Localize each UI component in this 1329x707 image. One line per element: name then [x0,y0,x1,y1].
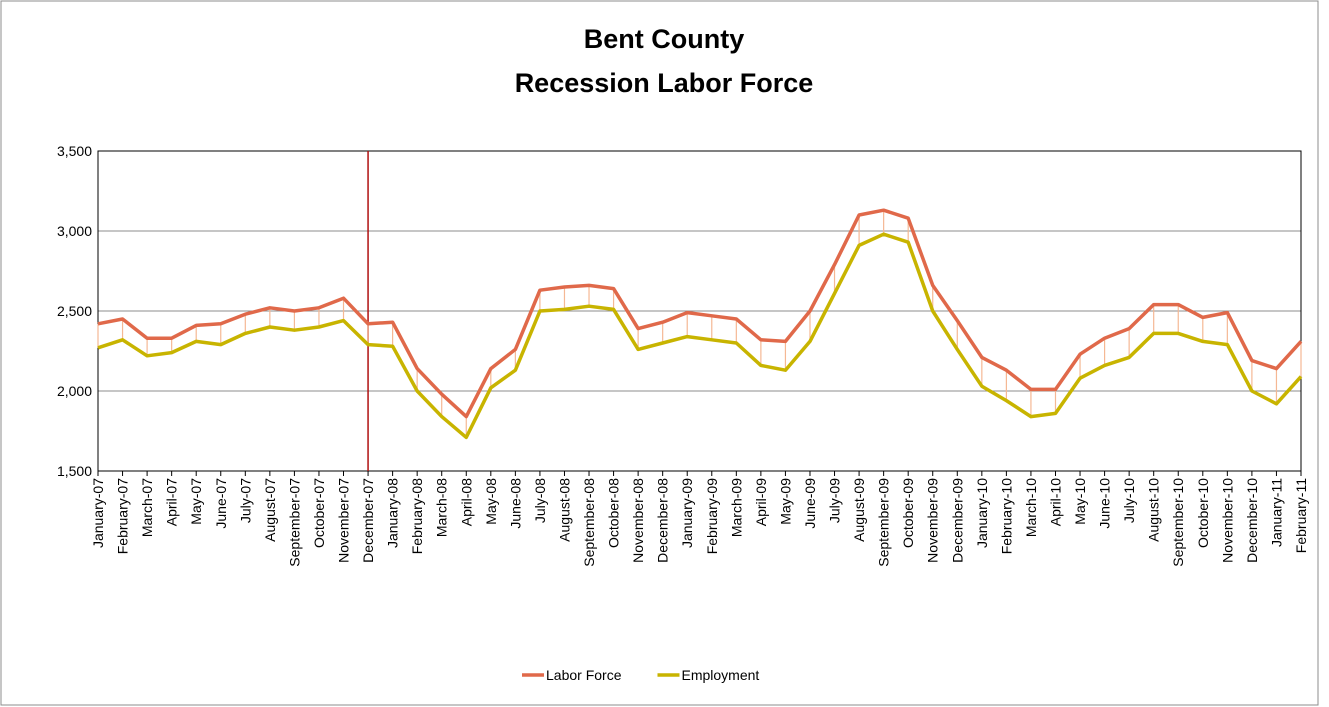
x-tick-label: July-08 [532,478,548,523]
y-tick-label: 3,000 [57,223,92,239]
x-tick-label: September-07 [286,478,302,567]
x-tick-label: March-07 [139,478,155,537]
x-tick-label: February-07 [115,478,131,554]
x-tick-label: June-08 [507,478,523,529]
x-tick-label: March-10 [1023,478,1039,537]
x-tick-label: April-10 [1047,478,1063,526]
x-tick-label: July-09 [827,478,843,523]
x-tick-label: September-08 [581,478,597,567]
x-tick-label: January-08 [385,478,401,548]
x-tick-label: October-07 [311,478,327,548]
x-tick-label: August-08 [556,478,572,542]
x-tick-label: February-11 [1293,478,1309,553]
x-tick-label: February-09 [704,478,720,554]
x-tick-label: January-10 [974,478,990,548]
x-tick-label: July-10 [1121,478,1137,523]
x-tick-label: April-08 [458,478,474,526]
x-tick-label: January-07 [90,478,106,548]
x-tick-label: August-09 [851,478,867,542]
x-tick-label: October-08 [606,478,622,548]
y-tick-label: 2,000 [57,383,92,399]
x-tick-label: April-09 [753,478,769,526]
x-tick-label: March-09 [728,478,744,537]
x-tick-label: September-09 [876,478,892,567]
x-tick-label: August-07 [262,478,278,542]
series-line [97,208,1303,419]
x-tick-label: October-09 [900,478,916,548]
x-tick-label: December-09 [949,478,965,563]
x-tick-label: June-09 [802,478,818,529]
x-tick-label: March-08 [434,478,450,537]
y-tick-label: 2,500 [57,303,92,319]
x-tick-label: May-07 [188,478,204,525]
x-tick-label: August-10 [1146,478,1162,542]
x-tick-label: July-07 [237,478,253,523]
x-tick-label: May-09 [777,478,793,525]
x-tick-label: December-07 [360,478,376,563]
x-tick-label: June-10 [1097,478,1113,529]
x-tick-label: January-09 [679,478,695,548]
chart-title: Recession Labor Force [515,68,814,98]
chart-title: Bent County [584,24,744,54]
x-tick-label: May-10 [1072,478,1088,525]
x-tick-label: January-11 [1268,478,1284,547]
x-tick-label: November-08 [630,478,646,563]
x-tick-label: December-10 [1244,478,1260,563]
y-tick-label: 1,500 [57,463,92,479]
x-tick-label: November-09 [925,478,941,563]
x-tick-label: May-08 [483,478,499,525]
series-line [97,232,1303,440]
legend-label: Labor Force [546,667,622,683]
x-tick-label: February-10 [998,478,1014,554]
x-tick-label: February-08 [409,478,425,554]
x-tick-label: October-10 [1195,478,1211,548]
x-tick-label: June-07 [213,478,229,529]
x-tick-label: April-07 [164,478,180,526]
y-tick-label: 3,500 [57,143,92,159]
legend-label: Employment [681,667,759,683]
x-tick-label: September-10 [1170,478,1186,567]
x-tick-label: December-08 [655,478,671,563]
x-tick-label: November-07 [336,478,352,563]
x-tick-label: November-10 [1219,478,1235,563]
plot-border [97,150,1302,472]
